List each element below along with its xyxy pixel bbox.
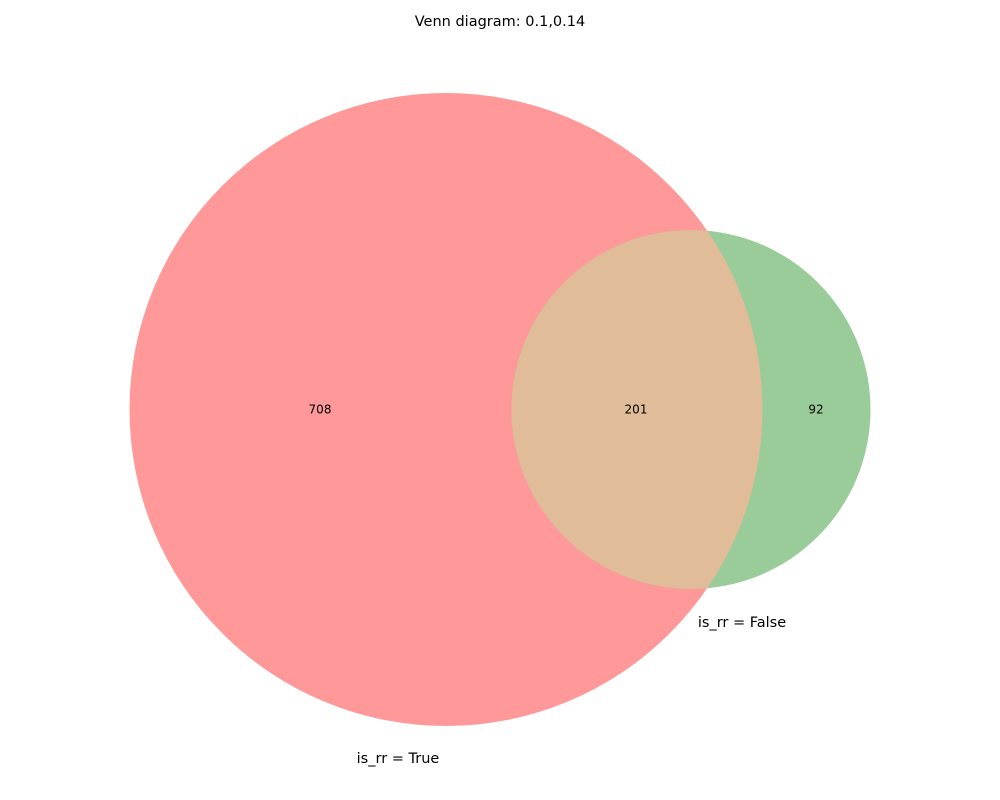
region-only-a-count: 708 xyxy=(309,403,332,417)
region-overlap-count: 201 xyxy=(625,403,648,417)
set-a-circle xyxy=(129,93,763,726)
overlap-region xyxy=(511,230,763,589)
set-b-label: is_rr = False xyxy=(698,615,786,631)
diagram-title: Venn diagram: 0.1,0.14 xyxy=(415,14,585,30)
region-only-b-count: 92 xyxy=(808,403,823,417)
set-a-label: is_rr = True xyxy=(357,751,440,767)
